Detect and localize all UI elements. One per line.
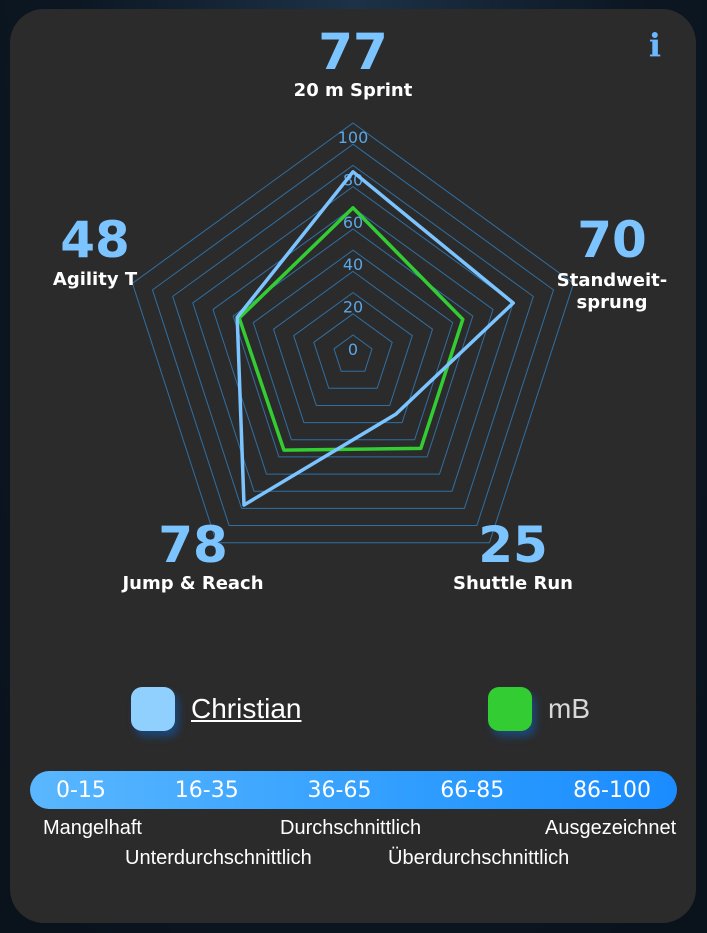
label-sprint: 20 m Sprint — [293, 80, 413, 101]
grid-ring — [313, 313, 393, 389]
label-jump-reach: Jump & Reach — [122, 573, 264, 594]
grid-ring — [293, 291, 413, 406]
score-agility-t: 48 — [60, 211, 130, 269]
radar-tick-label: 100 — [338, 128, 369, 147]
legend-christian[interactable]: Christian — [131, 687, 301, 731]
rating-mangelhaft: Mangelhaft — [43, 817, 142, 839]
scale-segment: 86-100 — [573, 777, 651, 803]
score-shuttle-run: 25 — [478, 516, 548, 574]
series-polygon-christian — [235, 170, 515, 507]
legend-mb[interactable]: mB — [488, 687, 590, 731]
rating-scale-bar: 0-15 16-35 36-65 66-85 86-100 — [30, 771, 677, 809]
scale-segment: 66-85 — [440, 777, 505, 803]
grid-ring — [212, 207, 494, 475]
label-standweitsprung: Standweit- sprung — [556, 270, 668, 313]
rating-ueberdurchschnittlich: Überdurchschnittlich — [388, 847, 570, 869]
score-jump-reach: 78 — [158, 516, 228, 574]
grid-ring — [333, 334, 373, 372]
chart-card — [10, 9, 696, 923]
scale-segment: 16-35 — [174, 777, 239, 803]
radar-tick-label: 20 — [343, 298, 363, 317]
score-standweitsprung: 70 — [577, 211, 647, 269]
radar-tick-label: 60 — [343, 213, 363, 232]
info-icon[interactable]: i — [648, 26, 662, 64]
score-sprint: 77 — [318, 23, 388, 81]
radar-tick-label: 40 — [343, 255, 363, 274]
rating-ausgezeichnet: Ausgezeichnet — [545, 817, 677, 839]
rating-unterdurchschnittlich: Unterdurchschnittlich — [125, 847, 312, 869]
grid-ring — [232, 228, 474, 458]
legend-label-mb: mB — [548, 693, 590, 724]
legend-swatch-christian — [131, 687, 175, 731]
rating-durchschnittlich: Durchschnittlich — [280, 817, 422, 839]
grid-ring — [172, 164, 534, 509]
legend-label-christian[interactable]: Christian — [191, 693, 302, 724]
scale-segment: 0-15 — [56, 777, 106, 803]
grid-ring — [131, 122, 575, 544]
legend-swatch-mb — [488, 687, 532, 731]
scale-segment: 36-65 — [307, 777, 372, 803]
grid-ring — [151, 143, 555, 526]
series-polygon-mb — [237, 206, 465, 452]
radar-tick-label: 0 — [348, 340, 358, 359]
grid-ring — [272, 270, 434, 424]
label-agility-t: Agility T — [52, 269, 138, 290]
grid-ring — [192, 185, 514, 492]
label-shuttle-run: Shuttle Run — [453, 573, 573, 594]
